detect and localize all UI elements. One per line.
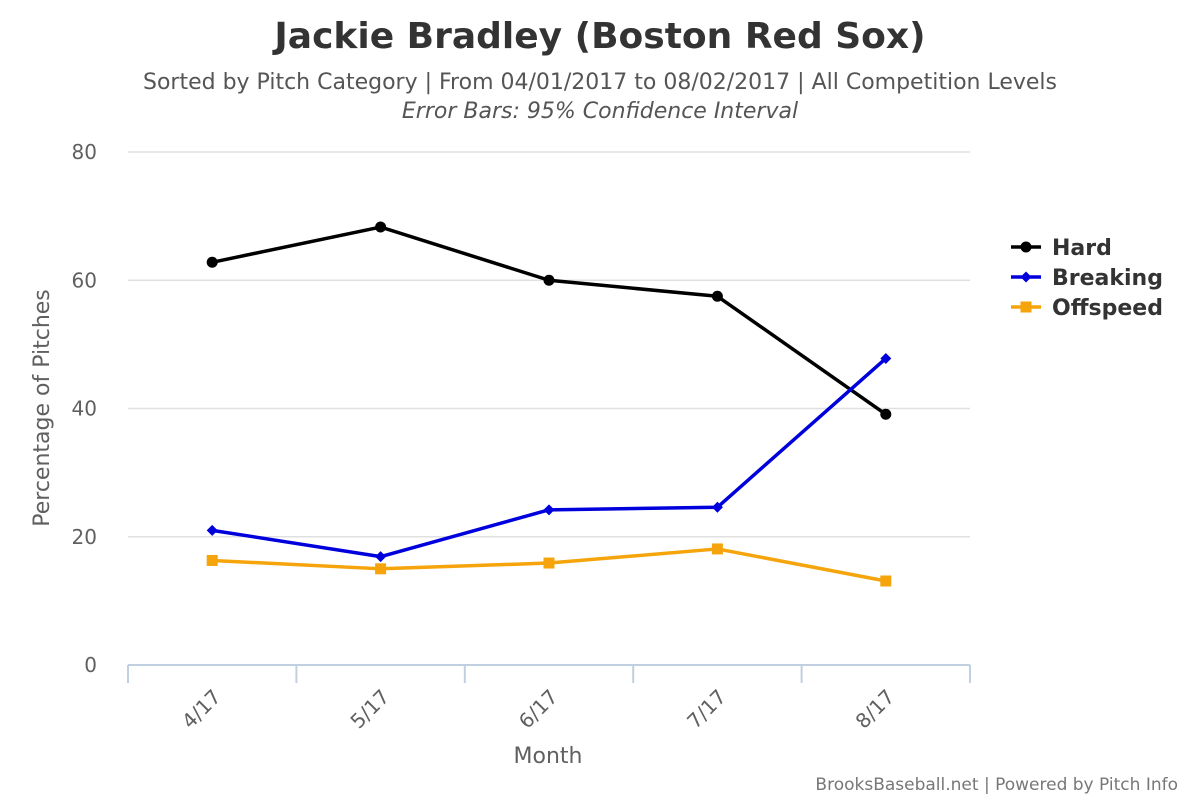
legend-marker-icon xyxy=(1020,301,1032,313)
data-point-offspeed[interactable] xyxy=(711,543,723,555)
data-point-hard[interactable] xyxy=(375,221,387,233)
y-tick-label: 20 xyxy=(72,525,97,549)
legend-item-hard[interactable]: Hard xyxy=(1011,236,1112,261)
series-offspeed[interactable] xyxy=(206,543,892,587)
data-point-breaking[interactable] xyxy=(543,504,555,516)
x-axis-ticks: 4/17 5/17 6/17 7/17 8/17 xyxy=(177,685,899,734)
data-point-offspeed[interactable] xyxy=(375,563,387,575)
chart-subtitle-error-bars: Error Bars: 95% Confidence Interval xyxy=(402,99,798,124)
x-tick-label: 8/17 xyxy=(851,685,900,734)
y-axis-title: Percentage of Pitches xyxy=(30,289,55,527)
chart-title: Jackie Bradley (Boston Red Sox) xyxy=(271,16,925,57)
legend-label: Hard xyxy=(1052,236,1112,261)
y-axis-ticks: 0 20 40 60 80 xyxy=(72,140,97,677)
x-tick-label: 7/17 xyxy=(682,685,731,734)
data-point-hard[interactable] xyxy=(711,290,723,302)
data-point-hard[interactable] xyxy=(206,256,218,268)
data-point-breaking[interactable] xyxy=(711,501,723,513)
data-point-offspeed[interactable] xyxy=(206,554,218,566)
series-group xyxy=(206,221,892,587)
legend-marker-icon xyxy=(1020,241,1032,253)
x-tick-label: 4/17 xyxy=(177,685,226,734)
series-breaking[interactable] xyxy=(206,352,892,563)
legend-label: Offspeed xyxy=(1052,296,1163,321)
y-tick-label: 40 xyxy=(72,397,97,421)
y-tick-label: 60 xyxy=(72,268,97,292)
gridlines xyxy=(128,151,970,538)
data-point-hard[interactable] xyxy=(543,274,555,286)
data-point-hard[interactable] xyxy=(880,408,892,420)
legend-item-breaking[interactable]: Breaking xyxy=(1011,266,1163,291)
data-point-offspeed[interactable] xyxy=(543,557,555,569)
y-tick-label: 0 xyxy=(84,653,97,677)
x-axis xyxy=(127,664,971,683)
legend-label: Breaking xyxy=(1052,266,1163,291)
x-axis-title: Month xyxy=(514,744,583,769)
data-point-offspeed[interactable] xyxy=(880,575,892,587)
legend-marker-icon xyxy=(1020,271,1032,283)
series-line-breaking[interactable] xyxy=(211,357,887,559)
y-tick-label: 80 xyxy=(72,140,97,164)
series-line-hard[interactable] xyxy=(211,225,887,416)
x-tick-label: 5/17 xyxy=(345,685,394,734)
legend[interactable]: Hard Breaking Offspeed xyxy=(1011,236,1163,321)
chart-subtitle: Sorted by Pitch Category | From 04/01/20… xyxy=(143,70,1057,95)
x-tick-label: 6/17 xyxy=(514,685,563,734)
data-point-breaking[interactable] xyxy=(375,551,387,563)
data-point-breaking[interactable] xyxy=(880,352,892,364)
chart-credits[interactable]: BrooksBaseball.net | Powered by Pitch In… xyxy=(815,775,1178,795)
legend-item-offspeed[interactable]: Offspeed xyxy=(1011,296,1163,321)
series-hard[interactable] xyxy=(206,221,892,420)
data-point-breaking[interactable] xyxy=(206,524,218,536)
